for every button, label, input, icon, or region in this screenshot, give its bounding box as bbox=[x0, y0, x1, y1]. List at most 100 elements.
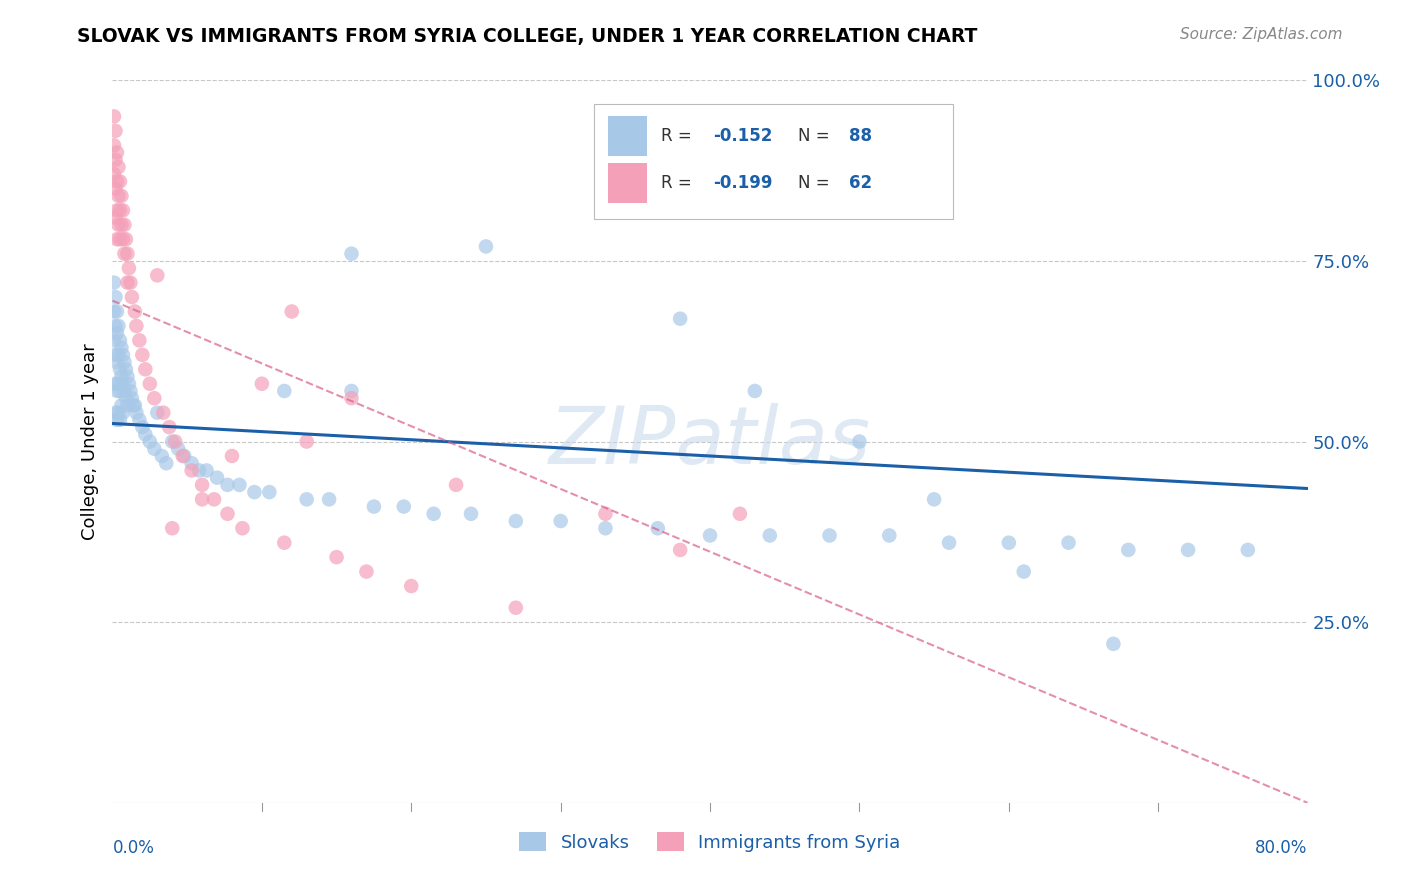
Point bbox=[162, 521, 183, 535]
Point bbox=[595, 507, 617, 521]
Point bbox=[422, 507, 444, 521]
Bar bbox=[609, 117, 647, 156]
Point bbox=[139, 434, 162, 449]
Point bbox=[167, 442, 190, 456]
Point bbox=[228, 478, 250, 492]
Point bbox=[231, 521, 253, 535]
Point bbox=[110, 398, 132, 412]
Point bbox=[114, 246, 135, 260]
Point bbox=[848, 434, 870, 449]
Point bbox=[111, 348, 134, 362]
Point bbox=[104, 124, 127, 138]
Point bbox=[105, 326, 128, 340]
Point bbox=[259, 485, 281, 500]
Text: R =: R = bbox=[661, 128, 697, 145]
Point bbox=[111, 376, 134, 391]
Point bbox=[325, 550, 347, 565]
Point bbox=[108, 174, 131, 188]
Point bbox=[105, 203, 128, 218]
Point bbox=[744, 384, 766, 398]
Point bbox=[105, 304, 128, 318]
Point bbox=[162, 434, 183, 449]
Point bbox=[1012, 565, 1035, 579]
Point bbox=[131, 420, 153, 434]
Text: 80.0%: 80.0% bbox=[1256, 838, 1308, 857]
Point bbox=[281, 304, 304, 318]
Point bbox=[107, 318, 129, 333]
Point bbox=[118, 261, 141, 276]
Point bbox=[1102, 637, 1125, 651]
Point bbox=[104, 182, 127, 196]
Point bbox=[1237, 542, 1260, 557]
Point bbox=[110, 369, 132, 384]
Point bbox=[107, 218, 129, 232]
Point bbox=[295, 492, 318, 507]
Point bbox=[115, 391, 138, 405]
Point bbox=[505, 600, 527, 615]
Point bbox=[188, 463, 211, 477]
Point bbox=[104, 348, 127, 362]
Point bbox=[647, 521, 669, 535]
Point bbox=[111, 203, 134, 218]
Point bbox=[120, 276, 142, 290]
Point bbox=[195, 463, 218, 477]
Point bbox=[699, 528, 721, 542]
Point bbox=[217, 507, 239, 521]
Point bbox=[117, 369, 139, 384]
Point bbox=[125, 318, 148, 333]
Point bbox=[669, 542, 692, 557]
Point bbox=[107, 406, 129, 420]
Point bbox=[595, 521, 617, 535]
Point bbox=[401, 579, 423, 593]
Point bbox=[139, 376, 162, 391]
Point bbox=[143, 442, 166, 456]
Point bbox=[1177, 542, 1199, 557]
Point bbox=[103, 334, 125, 348]
Point bbox=[103, 167, 125, 181]
Point bbox=[363, 500, 385, 514]
Point bbox=[108, 334, 131, 348]
Point bbox=[998, 535, 1021, 549]
Point bbox=[108, 362, 131, 376]
Point bbox=[180, 463, 202, 477]
Point bbox=[104, 153, 127, 167]
Point bbox=[550, 514, 572, 528]
Point bbox=[205, 470, 228, 484]
Point bbox=[475, 239, 498, 253]
Point bbox=[121, 290, 143, 304]
Point bbox=[128, 413, 150, 427]
Point bbox=[108, 232, 131, 246]
Point bbox=[922, 492, 945, 507]
Point bbox=[108, 203, 131, 218]
Point bbox=[938, 535, 960, 549]
Point bbox=[105, 232, 128, 246]
Point bbox=[107, 189, 129, 203]
Point bbox=[114, 218, 135, 232]
Point bbox=[146, 406, 169, 420]
Point bbox=[110, 189, 132, 203]
Bar bbox=[609, 163, 647, 203]
Point bbox=[505, 514, 527, 528]
Point bbox=[728, 507, 751, 521]
Point bbox=[165, 434, 187, 449]
Text: R =: R = bbox=[661, 174, 697, 193]
Point bbox=[172, 449, 194, 463]
Point bbox=[105, 174, 128, 188]
Legend: Slovaks, Immigrants from Syria: Slovaks, Immigrants from Syria bbox=[512, 825, 908, 859]
Point bbox=[318, 492, 340, 507]
Point bbox=[340, 246, 363, 260]
Point bbox=[444, 478, 467, 492]
Point bbox=[105, 384, 128, 398]
Point bbox=[131, 348, 153, 362]
Text: 0.0%: 0.0% bbox=[112, 838, 155, 857]
Point bbox=[111, 232, 134, 246]
Point bbox=[173, 449, 195, 463]
Point bbox=[107, 348, 129, 362]
Point bbox=[103, 138, 125, 153]
Point bbox=[134, 427, 156, 442]
Point bbox=[295, 434, 318, 449]
Point bbox=[117, 246, 139, 260]
Point bbox=[134, 362, 156, 376]
Point bbox=[191, 478, 214, 492]
Text: 62: 62 bbox=[849, 174, 872, 193]
